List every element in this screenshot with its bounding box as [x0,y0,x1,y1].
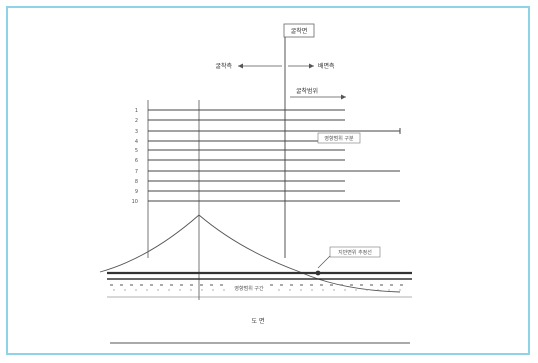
right-arrowhead-icon [309,63,314,69]
middle-right-label-box [317,132,361,144]
layer-number: 10 [132,199,138,205]
center-bottom-label-bg [228,283,270,292]
middle-right-label: 영향범위 구분 [324,135,354,142]
layer-numbers: 1 2 3 4 5 6 7 8 9 10 [132,108,138,205]
lower-right-label: 지반변위 추정선 [338,249,372,256]
layer-number: 7 [135,169,138,175]
leader-line [317,255,331,269]
layer-number: 6 [135,158,138,164]
bottom-label: 도 면 [252,317,265,325]
left-arrowhead-icon [238,63,243,69]
layer-number: 8 [135,179,138,185]
upper-right-label: 굴착범위 [296,87,318,95]
layer-number: 9 [135,189,138,195]
layer-number: 5 [135,148,138,154]
settlement-curve [299,271,401,293]
layer-number: 2 [135,118,138,124]
lower-right-label-box [329,246,381,258]
right-arrow-label: 배면측 [318,62,335,70]
range-arrowhead-icon [341,94,346,100]
left-arrow-label: 굴착측 [215,62,232,70]
top-label-box [283,23,315,38]
layer-number: 3 [135,129,138,135]
top-label: 굴착면 [291,27,308,35]
center-bottom-label: 영향범위 구간 [234,285,264,292]
layer-lines [148,109,400,202]
layer-number: 4 [135,139,138,145]
layer-number: 1 [135,108,138,114]
influence-curve [99,214,301,273]
